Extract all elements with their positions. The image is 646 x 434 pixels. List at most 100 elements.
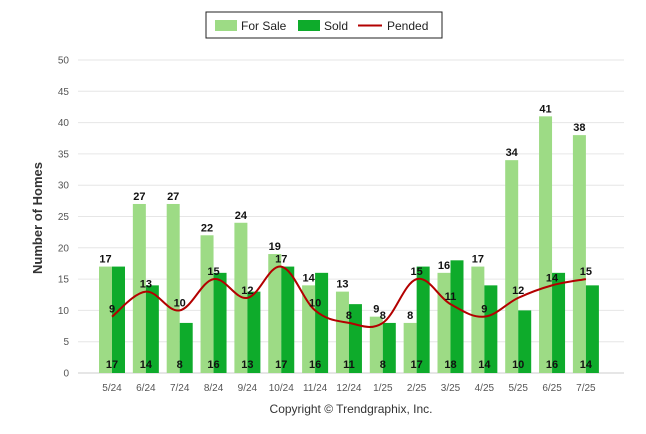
x-tick-8/24: 8/24 xyxy=(204,383,224,394)
label-pended-2/25: 15 xyxy=(411,266,423,278)
legend-swatch-sold xyxy=(298,20,320,31)
legend-swatch-for-sale xyxy=(215,20,237,31)
label-pended-5/25: 12 xyxy=(512,285,524,297)
label-sold-11/24: 16 xyxy=(309,359,321,371)
x-tick-5/25: 5/25 xyxy=(508,383,528,394)
label-sold-7/24: 8 xyxy=(177,359,183,371)
x-tick-9/24: 9/24 xyxy=(238,383,258,394)
y-tick-5: 5 xyxy=(63,337,69,348)
bar-for-sale-6/25 xyxy=(539,116,553,373)
label-sold-9/24: 13 xyxy=(241,359,253,371)
x-tick-1/25: 1/25 xyxy=(373,383,393,394)
bar-for-sale-5/25 xyxy=(505,160,519,373)
y-tick-50: 50 xyxy=(58,56,70,67)
label-pended-1/25: 8 xyxy=(380,310,386,322)
label-for-sale-9/24: 24 xyxy=(235,210,248,222)
bar-for-sale-3/25 xyxy=(437,272,451,373)
label-for-sale-6/25: 41 xyxy=(539,103,551,115)
label-sold-12/24: 11 xyxy=(343,359,355,371)
bar-for-sale-12/24 xyxy=(335,291,349,373)
x-tick-3/25: 3/25 xyxy=(441,383,461,394)
bar-sold-12/24 xyxy=(348,304,362,373)
x-tick-10/24: 10/24 xyxy=(269,383,294,394)
x-tick-7/24: 7/24 xyxy=(170,383,190,394)
x-tick-7/25: 7/25 xyxy=(576,383,596,394)
label-pended-12/24: 8 xyxy=(346,310,352,322)
label-pended-9/24: 12 xyxy=(241,285,253,297)
bar-for-sale-2/25 xyxy=(403,322,417,373)
x-tick-6/24: 6/24 xyxy=(136,383,156,394)
legend-box xyxy=(205,11,443,39)
y-tick-0: 0 xyxy=(63,369,69,380)
label-for-sale-5/24: 17 xyxy=(99,254,111,266)
y-tick-40: 40 xyxy=(58,118,70,129)
y-axis-title: Number of Homes xyxy=(30,162,45,274)
bar-sold-3/25 xyxy=(450,260,464,373)
label-for-sale-11/24: 14 xyxy=(302,272,315,284)
x-tick-6/25: 6/25 xyxy=(542,383,562,394)
bar-for-sale-1/25 xyxy=(369,316,383,373)
label-pended-10/24: 17 xyxy=(275,254,287,266)
label-sold-6/25: 16 xyxy=(546,359,558,371)
bars xyxy=(99,116,599,373)
legend-label-for-sale[interactable]: For Sale xyxy=(241,19,287,33)
label-pended-7/25: 15 xyxy=(580,266,592,278)
label-for-sale-8/24: 22 xyxy=(201,222,213,234)
label-sold-4/25: 14 xyxy=(478,359,491,371)
label-for-sale-4/25: 17 xyxy=(472,254,484,266)
bar-sold-5/25 xyxy=(518,310,532,373)
bar-for-sale-8/24 xyxy=(200,235,214,373)
label-pended-5/24: 9 xyxy=(109,304,115,316)
bar-for-sale-5/24 xyxy=(99,266,112,373)
label-for-sale-10/24: 19 xyxy=(269,241,281,253)
bar-sold-9/24 xyxy=(247,291,261,373)
label-for-sale-7/25: 38 xyxy=(573,122,585,134)
bar-sold-6/25 xyxy=(552,272,566,373)
bar-sold-7/25 xyxy=(585,285,599,373)
label-for-sale-6/24: 27 xyxy=(133,191,145,203)
bar-for-sale-4/25 xyxy=(471,266,485,373)
label-for-sale-1/25: 9 xyxy=(373,304,379,316)
label-for-sale-12/24: 13 xyxy=(336,279,348,291)
bar-for-sale-6/24 xyxy=(132,203,146,373)
label-sold-7/25: 14 xyxy=(580,359,593,371)
label-for-sale-5/25: 34 xyxy=(506,147,519,159)
x-tick-11/24: 11/24 xyxy=(303,383,328,394)
legend: For Sale Sold Pended xyxy=(205,11,443,39)
bar-sold-7/24 xyxy=(179,322,193,373)
label-sold-8/24: 16 xyxy=(207,359,219,371)
y-tick-10: 10 xyxy=(58,306,70,317)
data-labels: 1717271427822162413191714161311988171618… xyxy=(99,103,593,371)
bar-for-sale-7/25 xyxy=(572,135,586,373)
y-tick-30: 30 xyxy=(58,181,70,192)
copyright-text: Copyright © Trendgraphix, Inc. xyxy=(270,402,433,416)
y-axis-ticks: 0 5 10 15 20 25 30 35 40 45 50 xyxy=(58,56,70,380)
legend-label-sold[interactable]: Sold xyxy=(324,19,348,33)
label-pended-4/25: 9 xyxy=(481,304,487,316)
y-tick-25: 25 xyxy=(58,212,70,223)
label-sold-6/24: 14 xyxy=(140,359,153,371)
bar-sold-6/24 xyxy=(145,285,159,373)
legend-label-pended[interactable]: Pended xyxy=(387,19,428,33)
pended-line-path xyxy=(111,265,587,328)
x-axis-ticks: 5/24 6/24 7/24 8/24 9/24 10/24 11/24 12/24 1/25 2… xyxy=(102,383,596,394)
x-tick-4/25: 4/25 xyxy=(475,383,495,394)
label-pended-7/24: 10 xyxy=(174,297,186,309)
bar-for-sale-10/24 xyxy=(268,254,282,373)
bar-sold-10/24 xyxy=(281,266,295,373)
x-tick-12/24: 12/24 xyxy=(336,383,361,394)
label-pended-11/24: 10 xyxy=(309,297,321,309)
label-sold-3/25: 18 xyxy=(444,359,456,371)
x-tick-5/24: 5/24 xyxy=(102,383,122,394)
y-tick-20: 20 xyxy=(58,243,70,254)
label-sold-10/24: 17 xyxy=(275,359,287,371)
bar-for-sale-7/24 xyxy=(166,203,180,373)
label-pended-3/25: 11 xyxy=(445,291,457,303)
label-pended-8/24: 15 xyxy=(207,266,219,278)
pended-line xyxy=(111,265,587,328)
label-sold-5/25: 10 xyxy=(512,359,524,371)
label-for-sale-3/25: 16 xyxy=(438,260,450,272)
label-for-sale-7/24: 27 xyxy=(167,191,179,203)
label-pended-6/24: 13 xyxy=(140,279,152,291)
